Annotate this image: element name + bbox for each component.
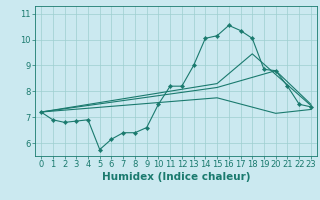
X-axis label: Humidex (Indice chaleur): Humidex (Indice chaleur) [102, 172, 250, 182]
